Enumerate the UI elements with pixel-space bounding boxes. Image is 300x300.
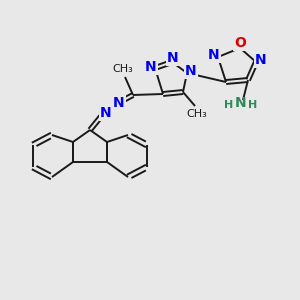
- Text: N: N: [167, 51, 179, 65]
- Text: N: N: [113, 96, 125, 110]
- Text: CH₃: CH₃: [187, 109, 207, 119]
- Text: N: N: [255, 53, 267, 67]
- Text: H: H: [224, 100, 234, 110]
- Text: CH₃: CH₃: [112, 64, 134, 74]
- Text: N: N: [185, 64, 197, 78]
- Text: O: O: [234, 36, 246, 50]
- Text: N: N: [145, 60, 157, 74]
- Text: N: N: [100, 106, 112, 120]
- Text: N: N: [208, 48, 220, 62]
- Text: N: N: [235, 96, 247, 110]
- Text: H: H: [248, 100, 258, 110]
